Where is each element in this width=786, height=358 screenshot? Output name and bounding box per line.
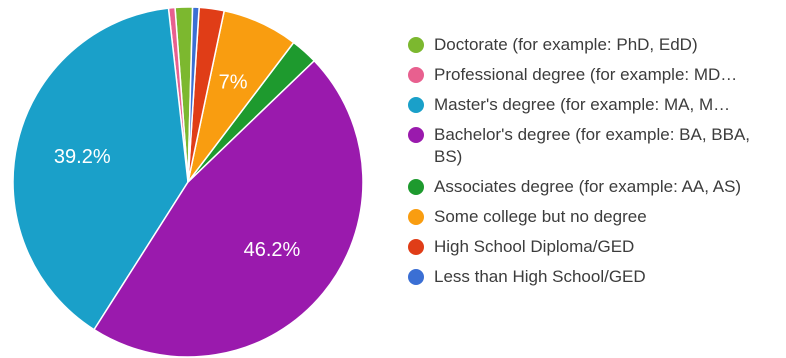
legend-label-some-college: Some college but no degree [434, 207, 647, 226]
legend-item-doctorate[interactable]: Doctorate (for example: PhD, EdD) [408, 34, 778, 56]
slice-label-bachelors: 46.2% [244, 239, 301, 261]
legend-label-doctorate: Doctorate (for example: PhD, EdD) [434, 35, 698, 54]
legend-label-professional: Professional degree (for example: MD… [434, 65, 738, 84]
legend-label-associates: Associates degree (for example: AA, AS) [434, 177, 742, 196]
legend-item-high-school[interactable]: High School Diploma/GED [408, 236, 778, 258]
legend-swatch-high-school [408, 239, 424, 255]
legend-swatch-less-than-high-school [408, 269, 424, 285]
legend-swatch-masters [408, 97, 424, 113]
legend-swatch-professional [408, 67, 424, 83]
legend-swatch-bachelors [408, 127, 424, 143]
legend-label-high-school: High School Diploma/GED [434, 237, 635, 256]
slice-label-masters: 39.2% [54, 146, 111, 168]
pie-slice-bachelors[interactable] [93, 59, 364, 358]
legend-label-masters: Master's degree (for example: MA, M… [434, 95, 731, 114]
legend-item-less-than-high-school[interactable]: Less than High School/GED [408, 266, 778, 288]
legend-item-masters[interactable]: Master's degree (for example: MA, M… [408, 94, 778, 116]
legend-item-bachelors[interactable]: Bachelor's degree (for example: BA, BBA,… [408, 124, 778, 168]
pie-slice-masters[interactable] [12, 7, 189, 331]
legend-swatch-associates [408, 179, 424, 195]
chart-legend: Doctorate (for example: PhD, EdD) Profes… [408, 34, 778, 296]
legend-item-professional[interactable]: Professional degree (for example: MD… [408, 64, 778, 86]
legend-label-less-than-high-school: Less than High School/GED [434, 267, 646, 286]
slice-label-some-college: 7% [219, 72, 248, 94]
pie-slice-less-than-high-school[interactable] [187, 6, 200, 183]
legend-swatch-doctorate [408, 37, 424, 53]
legend-item-associates[interactable]: Associates degree (for example: AA, AS) [408, 176, 778, 198]
legend-label-bachelors: Bachelor's degree (for example: BA, BBA,… [434, 125, 751, 166]
legend-swatch-some-college [408, 209, 424, 225]
legend-item-some-college[interactable]: Some college but no degree [408, 206, 778, 228]
